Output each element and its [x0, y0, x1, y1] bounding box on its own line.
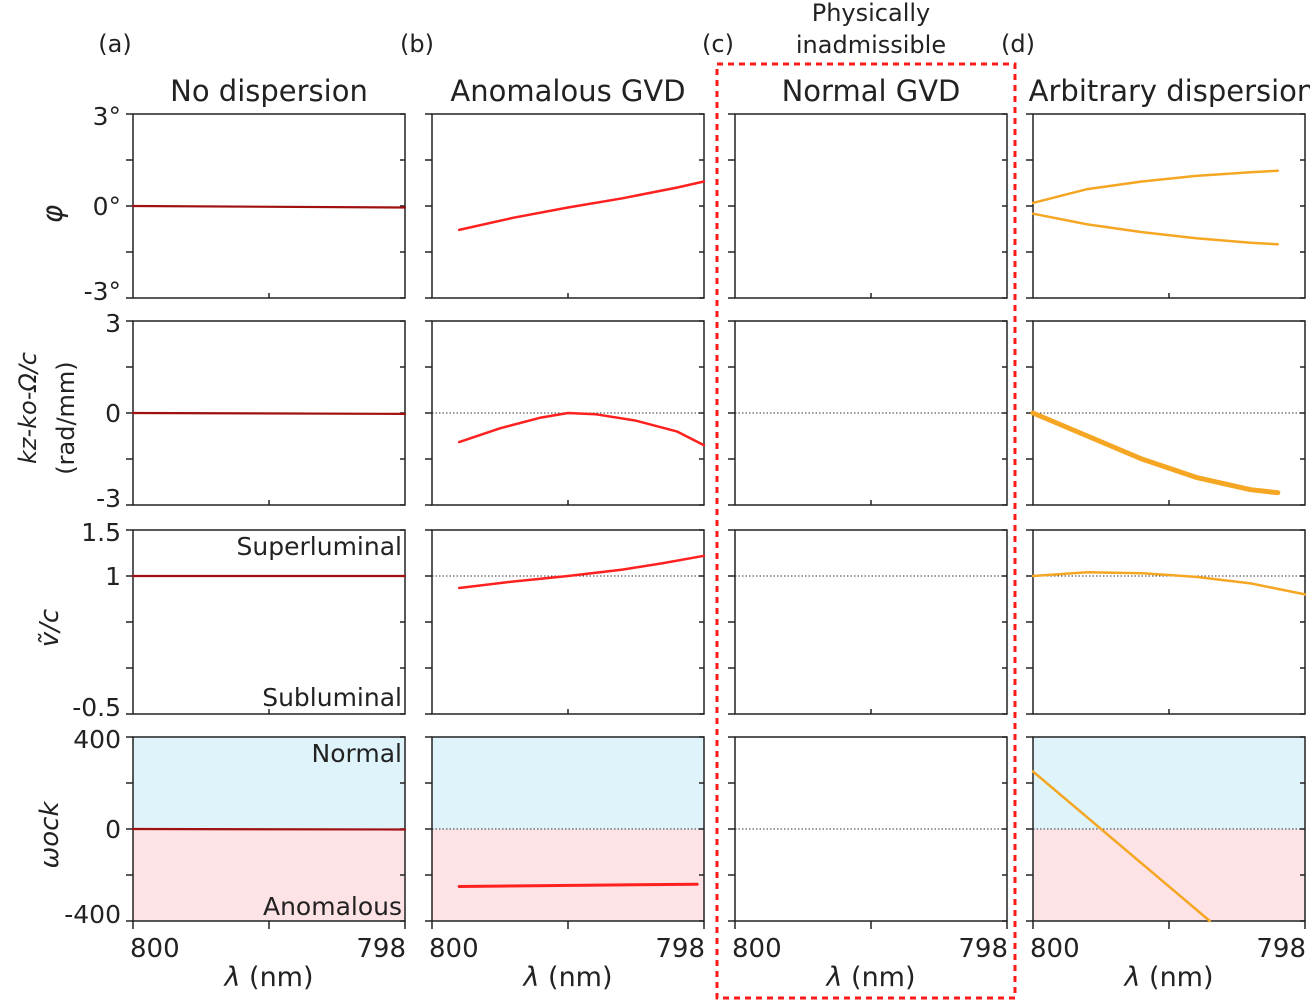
anomalous-region [432, 829, 704, 921]
series-b-phi [457, 180, 706, 232]
x-axis-title: λ (nm) [222, 962, 313, 993]
normal-region [1033, 737, 1305, 829]
panel-b-phi [425, 113, 705, 299]
panel-label-a: (a) [98, 30, 131, 58]
x-tick-label-798: 798 [1256, 934, 1306, 964]
y-axis-title-kz: kz-ko-Ω/c [14, 352, 42, 464]
series-a-gvd [131, 827, 407, 831]
y-tick-label: 0 [105, 399, 121, 428]
y-tick-label: -400 [64, 900, 121, 929]
y-tick-label: -3 [96, 484, 121, 513]
panel-frame [431, 113, 705, 299]
panel-c-gvd [728, 736, 1008, 929]
series-a-phi [131, 204, 407, 209]
panel-frame [734, 529, 1008, 715]
x-tick-label-800: 800 [732, 934, 782, 964]
y-tick-label: 3° [93, 102, 121, 131]
panel-c-phi [728, 113, 1008, 299]
x-tick-label-798: 798 [356, 934, 406, 964]
y-axis-title-phi: φ [36, 204, 69, 223]
column-title-b: Anomalous GVD [450, 74, 685, 108]
panel-label-b: (b) [400, 30, 434, 58]
panel-d-gvd [1026, 736, 1306, 929]
panel-b-gvd [425, 736, 705, 929]
series-d-kz [1030, 410, 1281, 496]
column-title-c: Normal GVD [782, 74, 961, 108]
panel-b-kz [425, 320, 705, 506]
y-tick-label: -0.5 [72, 693, 121, 722]
normal-region [133, 737, 405, 829]
series-a-kz [131, 411, 407, 415]
panel-frame [431, 529, 705, 715]
x-tick-label-800: 800 [429, 934, 479, 964]
normal-label: Normal [312, 739, 402, 768]
panel-c-kz [728, 320, 1008, 506]
panel-label-d: (d) [1001, 30, 1035, 58]
annotation-inadmissible: inadmissible [796, 31, 946, 59]
series-b-kz [457, 411, 706, 447]
series-d-phi [1031, 169, 1280, 205]
series-d-gvd [1031, 770, 1212, 923]
y-axis-title-gvd: ωock [35, 801, 65, 869]
y-axis-title-kz-units: (rad/mm) [52, 361, 80, 474]
panel-frame [1032, 529, 1306, 715]
column-title-a: No dispersion [170, 74, 368, 108]
panel-label-c: (c) [702, 30, 734, 58]
normal-region [432, 737, 704, 829]
annotation-physically: Physically [812, 0, 931, 27]
panel-d-phi [1026, 113, 1306, 299]
panel-d-kz [1026, 320, 1306, 506]
y-tick-label: 1.5 [81, 518, 121, 547]
panel-frame [734, 113, 1008, 299]
y-tick-label: -3° [84, 277, 121, 306]
panel-frame [1032, 113, 1306, 299]
anomalous-region [133, 829, 405, 921]
x-axis-title: λ (nm) [1122, 962, 1213, 993]
y-axis-title-v: ṽ/c [35, 609, 65, 647]
x-tick-label-800: 800 [1030, 934, 1080, 964]
superluminal-label: Superluminal [237, 532, 402, 561]
panel-d-v [1026, 529, 1306, 715]
series-d-phi [1031, 212, 1280, 246]
y-tick-label: 3 [105, 309, 121, 338]
series-b-v [457, 554, 706, 590]
anomalous-label: Anomalous [263, 892, 402, 921]
y-tick-label: 0 [105, 815, 121, 844]
inadmissible-frame [715, 62, 1017, 1000]
y-tick-label: 0° [93, 192, 121, 221]
x-tick-label-798: 798 [958, 934, 1008, 964]
x-axis-title: λ (nm) [521, 962, 612, 993]
x-tick-label-800: 800 [130, 934, 180, 964]
panel-b-v [425, 529, 705, 715]
column-title-d: Arbitrary dispersion [1029, 74, 1310, 108]
y-tick-label: 1 [105, 562, 121, 591]
x-axis-title: λ (nm) [824, 962, 915, 993]
x-tick-label-798: 798 [655, 934, 705, 964]
y-tick-label: 400 [73, 725, 121, 754]
panel-c-v [728, 529, 1008, 715]
panel-a-v [126, 529, 406, 715]
series-d-v [1031, 571, 1307, 596]
anomalous-region [1033, 829, 1305, 921]
series-b-gvd [457, 882, 699, 888]
subluminal-label: Subluminal [262, 683, 402, 712]
